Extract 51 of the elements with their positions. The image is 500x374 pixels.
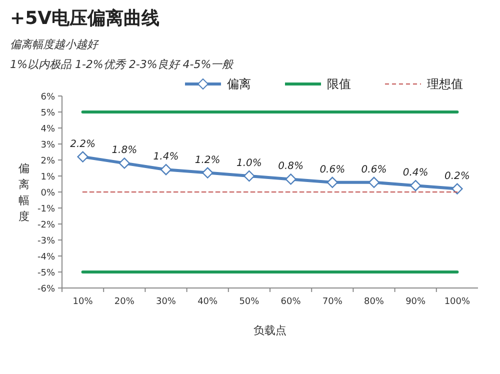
point	[452, 183, 463, 194]
point	[285, 174, 296, 185]
y-tick-label: -2%	[37, 220, 56, 230]
text: 1%以内极品 1-2%优秀 2-3%良好 4-5%一般	[10, 58, 234, 71]
point	[160, 164, 172, 176]
y-tick-label: 4%	[40, 124, 56, 134]
x-tick-label: 80%	[364, 297, 384, 307]
point	[410, 180, 422, 192]
data-label: 0.8%	[278, 161, 304, 172]
y-tick-label: 0%	[40, 188, 56, 198]
data-label: 1.2%	[194, 154, 220, 166]
data-label: 1.4%	[153, 152, 179, 163]
y-tick-label: 1%	[40, 172, 56, 182]
data-label: 1.0%	[236, 158, 262, 169]
data-label: 0.4%	[402, 168, 428, 179]
x-axis-title: 负载点	[254, 324, 286, 337]
x-tick-label: 10%	[72, 297, 94, 307]
y-tick-label: 3%	[40, 140, 56, 150]
chart-subtitle: 偏离幅度越小越好	[10, 38, 99, 51]
legend-label: 理想值	[427, 77, 463, 91]
legend-label: 偏离	[227, 77, 251, 91]
x-tick-label: 70%	[322, 297, 343, 307]
point	[244, 170, 255, 182]
y-tick-label: 6%	[40, 92, 56, 102]
data-label: 0.6%	[320, 164, 346, 176]
point	[202, 167, 214, 178]
y-tick-label: -3%	[37, 236, 56, 246]
x-tick-label: 40%	[198, 297, 218, 307]
y-tick-label: -6%	[37, 284, 56, 294]
x-tick-label: 100%	[444, 297, 471, 307]
x-tick-label: 20%	[114, 297, 135, 307]
y-tick-label: -4%	[37, 252, 56, 262]
y-tick-label: 2%	[40, 156, 56, 166]
point	[77, 151, 88, 162]
x-tick-label: 30%	[156, 297, 176, 307]
y-axis-title: 偏离幅度	[18, 162, 30, 223]
point	[368, 176, 380, 188]
x-tick-label: 90%	[406, 297, 426, 307]
data-label: 1.8%	[112, 145, 138, 156]
data-label: 0.6%	[361, 164, 387, 176]
legend-label: 限值	[327, 77, 351, 91]
point	[118, 158, 130, 169]
data-label: 2.2%	[70, 138, 96, 150]
y-tick-label: -1%	[37, 204, 56, 214]
y-tick-label: 5%	[40, 108, 56, 118]
point	[326, 176, 338, 188]
data-label: 0.2%	[444, 170, 470, 182]
chart-title: +5V电压偏离曲线	[10, 8, 160, 29]
x-tick-label: 60%	[280, 297, 302, 307]
x-tick-label: 50%	[239, 297, 260, 307]
y-tick-label: -5%	[37, 268, 56, 278]
